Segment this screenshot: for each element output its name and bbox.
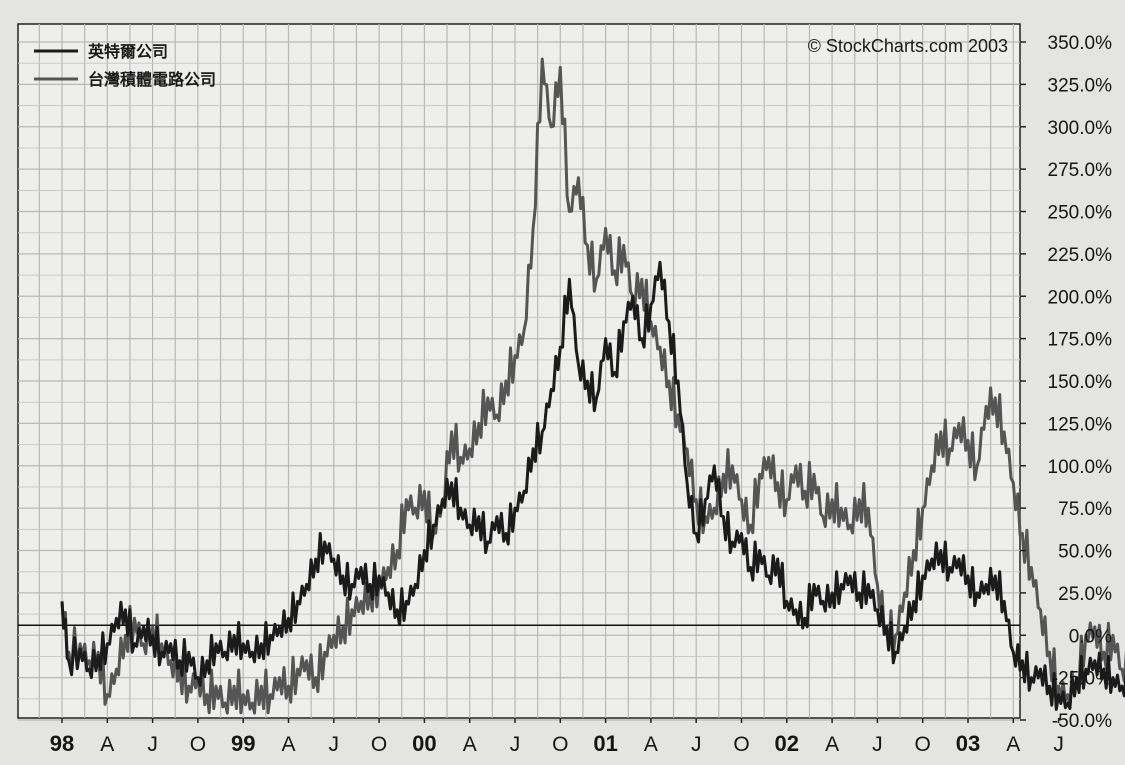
x-tick-label: A [281, 733, 295, 756]
y-tick-label: 125.0% [1048, 414, 1113, 435]
x-tick-label: O [371, 733, 387, 756]
x-tick-label: O [915, 733, 931, 756]
y-tick-label: 300.0% [1048, 118, 1113, 139]
y-tick-label: -50.0% [1052, 711, 1112, 732]
y-tick-label: 250.0% [1048, 203, 1113, 224]
y-tick-label: 150.0% [1048, 372, 1113, 393]
series-layer [60, 57, 1125, 715]
legend-label-intel: 英特爾公司 [87, 42, 168, 61]
x-axis: 98 A J O 99 A J O 00 A J O 01 A J O 02 A J O 03 A J [50, 718, 1064, 756]
x-tick-label: J [329, 733, 340, 756]
grid [18, 24, 1020, 721]
x-tick-label: J [691, 733, 702, 756]
x-tick-label: A [463, 733, 477, 756]
legend-label-tsmc: 台灣積體電路公司 [88, 70, 216, 89]
plot-area [17, 23, 1021, 719]
y-tick-label: 325.0% [1048, 75, 1113, 96]
y-tick-label: 75.0% [1058, 499, 1112, 520]
y-axis: 350.0% 325.0% 300.0% 275.0% 250.0% 225.0% 200.… [1020, 33, 1112, 732]
x-tick-label: 01 [593, 731, 617, 756]
x-tick-label: 03 [956, 731, 980, 756]
x-tick-label: J [1053, 733, 1064, 756]
legend: 英特爾公司 台灣積體電路公司 [34, 42, 216, 89]
x-tick-label: J [510, 733, 521, 756]
x-tick-label: A [644, 733, 658, 756]
x-tick-label: J [872, 733, 883, 756]
y-tick-label: 275.0% [1048, 160, 1113, 181]
series-line-tsmc [60, 57, 1125, 715]
y-tick-label: 0.0% [1069, 626, 1112, 647]
y-tick-label: 175.0% [1048, 330, 1113, 351]
y-tick-label: 350.0% [1048, 33, 1113, 54]
y-tick-label: 225.0% [1048, 245, 1113, 266]
copyright-text: © StockCharts.com 2003 [808, 36, 1008, 56]
y-tick-label: 200.0% [1048, 287, 1113, 308]
x-tick-label: 02 [775, 731, 799, 756]
y-tick-label: 50.0% [1058, 542, 1112, 563]
x-tick-label: A [100, 733, 114, 756]
x-tick-label: A [1006, 733, 1020, 756]
x-tick-label: 98 [50, 731, 74, 756]
y-tick-label: 100.0% [1048, 457, 1113, 478]
y-tick-label: 25.0% [1058, 584, 1112, 605]
x-tick-label: 99 [231, 731, 255, 756]
x-tick-label: O [552, 733, 568, 756]
x-tick-label: O [190, 733, 206, 756]
x-tick-label: O [733, 733, 749, 756]
y-tick-label: -25.0% [1052, 669, 1112, 690]
x-tick-label: 00 [412, 731, 436, 756]
x-tick-label: J [147, 733, 158, 756]
x-tick-label: A [825, 733, 839, 756]
series-line-intel [60, 260, 1125, 711]
